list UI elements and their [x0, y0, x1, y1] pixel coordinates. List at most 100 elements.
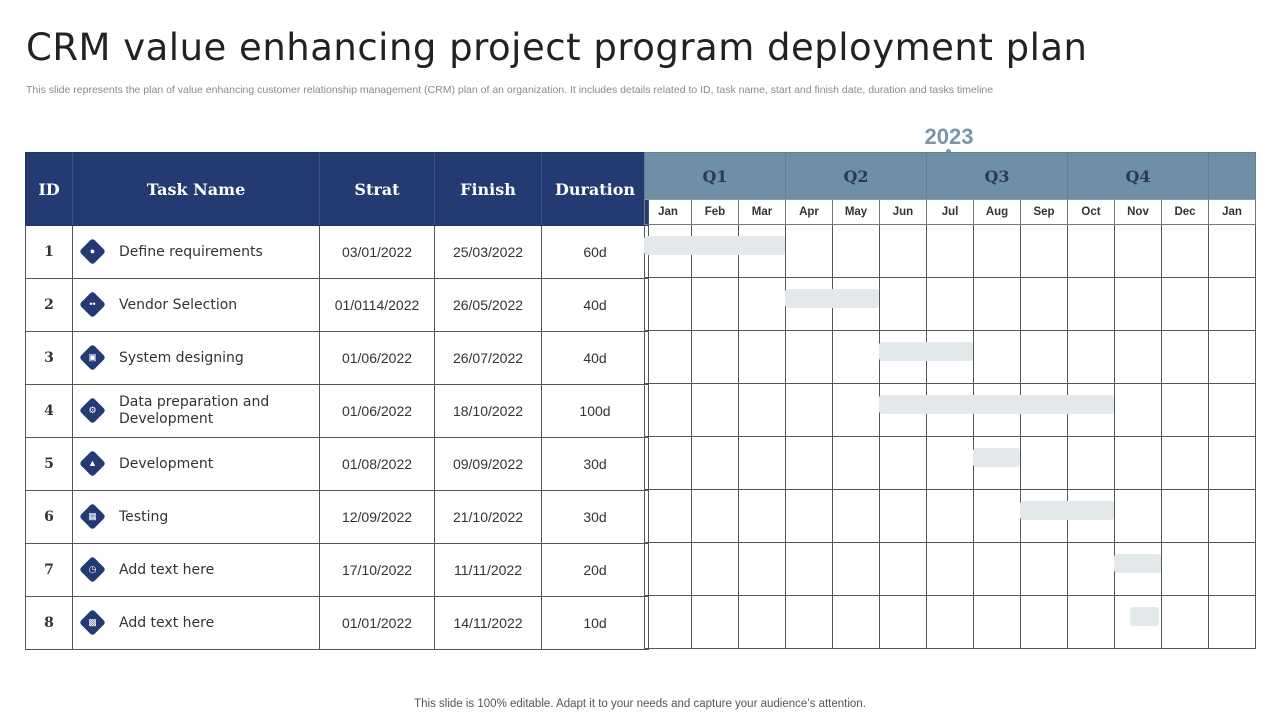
- gantt-cell: [1067, 595, 1115, 649]
- data-gear-icon: ⚙: [78, 397, 106, 424]
- gantt-bar: [973, 448, 1020, 467]
- table-row: 3 ▣ System designing 01/06/2022 26/07/20…: [25, 331, 649, 385]
- gantt-cell: [1114, 330, 1162, 384]
- task-start: 01/08/2022: [319, 437, 435, 491]
- task-name: Define requirements: [111, 225, 320, 279]
- gantt-row: [644, 595, 1256, 649]
- gantt-cell: [1114, 436, 1162, 490]
- gantt-cell: [973, 224, 1021, 278]
- task-id: 3: [25, 331, 73, 385]
- gantt-cell: [832, 542, 880, 596]
- task-duration: 40d: [541, 331, 649, 385]
- gantt-cell: [691, 436, 739, 490]
- gantt-cell: [1114, 383, 1162, 437]
- gantt-cell: [1067, 436, 1115, 490]
- header-start: Strat: [319, 152, 435, 226]
- gantt-cell: [691, 595, 739, 649]
- gantt-cell: [926, 542, 974, 596]
- table-row: 5 ▲ Development 01/08/2022 09/09/2022 30…: [25, 437, 649, 491]
- slide-subtitle: This slide represents the plan of value …: [26, 84, 994, 96]
- gantt-cell: [644, 595, 692, 649]
- gantt-cell: [644, 542, 692, 596]
- task-id: 2: [25, 278, 73, 332]
- task-finish: 26/07/2022: [434, 331, 542, 385]
- gantt-cell: [785, 436, 833, 490]
- task-start: 01/01/2022: [319, 596, 435, 650]
- gantt-cell: [785, 489, 833, 543]
- gantt-cell: [832, 224, 880, 278]
- gantt-cell: [973, 277, 1021, 331]
- month-header: Nov: [1114, 199, 1162, 225]
- gantt-cell: [1020, 330, 1068, 384]
- gantt-cell: [973, 542, 1021, 596]
- header-task-name: Task Name: [72, 152, 320, 226]
- gantt-bar: [879, 395, 1114, 414]
- gantt-cell: [738, 542, 786, 596]
- gantt-cell: [879, 277, 927, 331]
- gantt-cell: [879, 436, 927, 490]
- gantt-cell: [1161, 383, 1209, 437]
- task-name: Add text here: [111, 596, 320, 650]
- gantt-cell: [832, 489, 880, 543]
- gantt-cell: [1208, 383, 1256, 437]
- footer-note: This slide is 100% editable. Adapt it to…: [414, 698, 866, 710]
- calendar-icon: ▩: [78, 609, 106, 636]
- gantt-cell: [1161, 277, 1209, 331]
- month-header: Aug: [973, 199, 1021, 225]
- gantt-cell: [1020, 595, 1068, 649]
- quarter-header: Q3: [926, 152, 1068, 200]
- gantt-bar: [785, 289, 879, 308]
- gantt-timeline: Q1 Q2 Q3 Q4 Jan Feb Mar Apr May Jun Jul Aug Sep O…: [644, 152, 1256, 649]
- gantt-cell: [691, 489, 739, 543]
- gantt-cell: [1208, 330, 1256, 384]
- gantt-cell: [785, 542, 833, 596]
- gantt-cell: [1208, 436, 1256, 490]
- gantt-cell: [1067, 330, 1115, 384]
- gantt-cell: [879, 224, 927, 278]
- gantt-cell: [926, 489, 974, 543]
- task-finish: 18/10/2022: [434, 384, 542, 438]
- gantt-cell: [644, 489, 692, 543]
- table-row: 2 •• Vendor Selection 01/0114/2022 26/05…: [25, 278, 649, 332]
- task-start: 03/01/2022: [319, 225, 435, 279]
- team-meeting-icon: ●: [78, 238, 106, 265]
- task-duration: 30d: [541, 490, 649, 544]
- month-header: Apr: [785, 199, 833, 225]
- gantt-cell: [973, 330, 1021, 384]
- task-start: 01/06/2022: [319, 384, 435, 438]
- task-finish: 21/10/2022: [434, 490, 542, 544]
- task-finish: 14/11/2022: [434, 596, 542, 650]
- task-table: ID Task Name Strat Finish Duration 1 ● D…: [25, 152, 649, 650]
- gantt-cell: [1020, 224, 1068, 278]
- gantt-cell: [1114, 224, 1162, 278]
- gantt-cell: [1208, 224, 1256, 278]
- gantt-cell: [644, 436, 692, 490]
- gantt-cell: [1020, 277, 1068, 331]
- task-finish: 26/05/2022: [434, 278, 542, 332]
- gantt-cell: [1161, 224, 1209, 278]
- gantt-cell: [1067, 542, 1115, 596]
- gantt-cell: [926, 277, 974, 331]
- gantt-cell: [832, 436, 880, 490]
- gantt-cell: [832, 595, 880, 649]
- task-name: Testing: [111, 490, 320, 544]
- gantt-cell: [879, 595, 927, 649]
- gantt-row: [644, 436, 1256, 490]
- gantt-cell: [644, 383, 692, 437]
- month-header: Jul: [926, 199, 974, 225]
- task-id: 5: [25, 437, 73, 491]
- gantt-cell: [1208, 542, 1256, 596]
- gantt-row: [644, 277, 1256, 331]
- gantt-cell: [738, 277, 786, 331]
- gantt-cell: [1161, 489, 1209, 543]
- task-id: 6: [25, 490, 73, 544]
- task-id: 1: [25, 225, 73, 279]
- quarter-header: Q1: [644, 152, 786, 200]
- quarter-header: Q2: [785, 152, 927, 200]
- gantt-row: [644, 489, 1256, 543]
- gantt-cell: [1161, 330, 1209, 384]
- month-header: Oct: [1067, 199, 1115, 225]
- header-finish: Finish: [434, 152, 542, 226]
- task-id: 4: [25, 384, 73, 438]
- gantt-row: [644, 330, 1256, 384]
